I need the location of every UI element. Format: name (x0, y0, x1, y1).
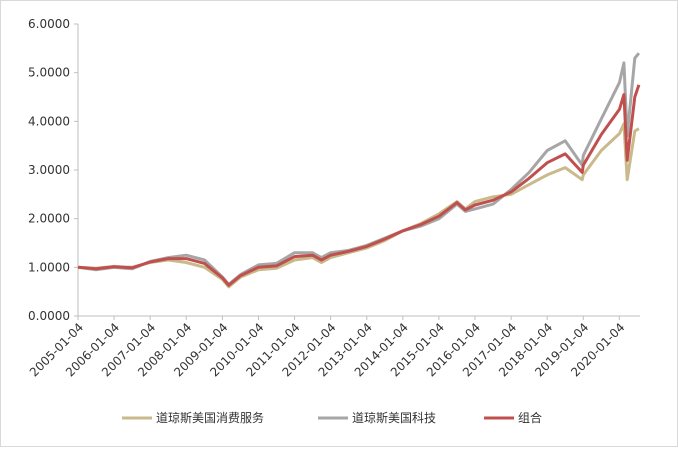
y-tick-label: 2.0000 (28, 212, 70, 226)
y-tick-label: 3.0000 (28, 163, 70, 177)
legend-label: 道琼斯美国消费服务 (156, 410, 264, 425)
y-tick-label: 0.0000 (28, 309, 70, 323)
y-tick-label: 1.0000 (28, 260, 70, 274)
y-tick-label: 4.0000 (28, 114, 70, 128)
series-line (77, 84, 641, 287)
legend-label: 组合 (518, 410, 542, 425)
y-tick-label: 5.0000 (28, 66, 70, 80)
y-tick-label: 6.0000 (28, 17, 70, 31)
legend-label: 道琼斯美国科技 (352, 410, 436, 425)
